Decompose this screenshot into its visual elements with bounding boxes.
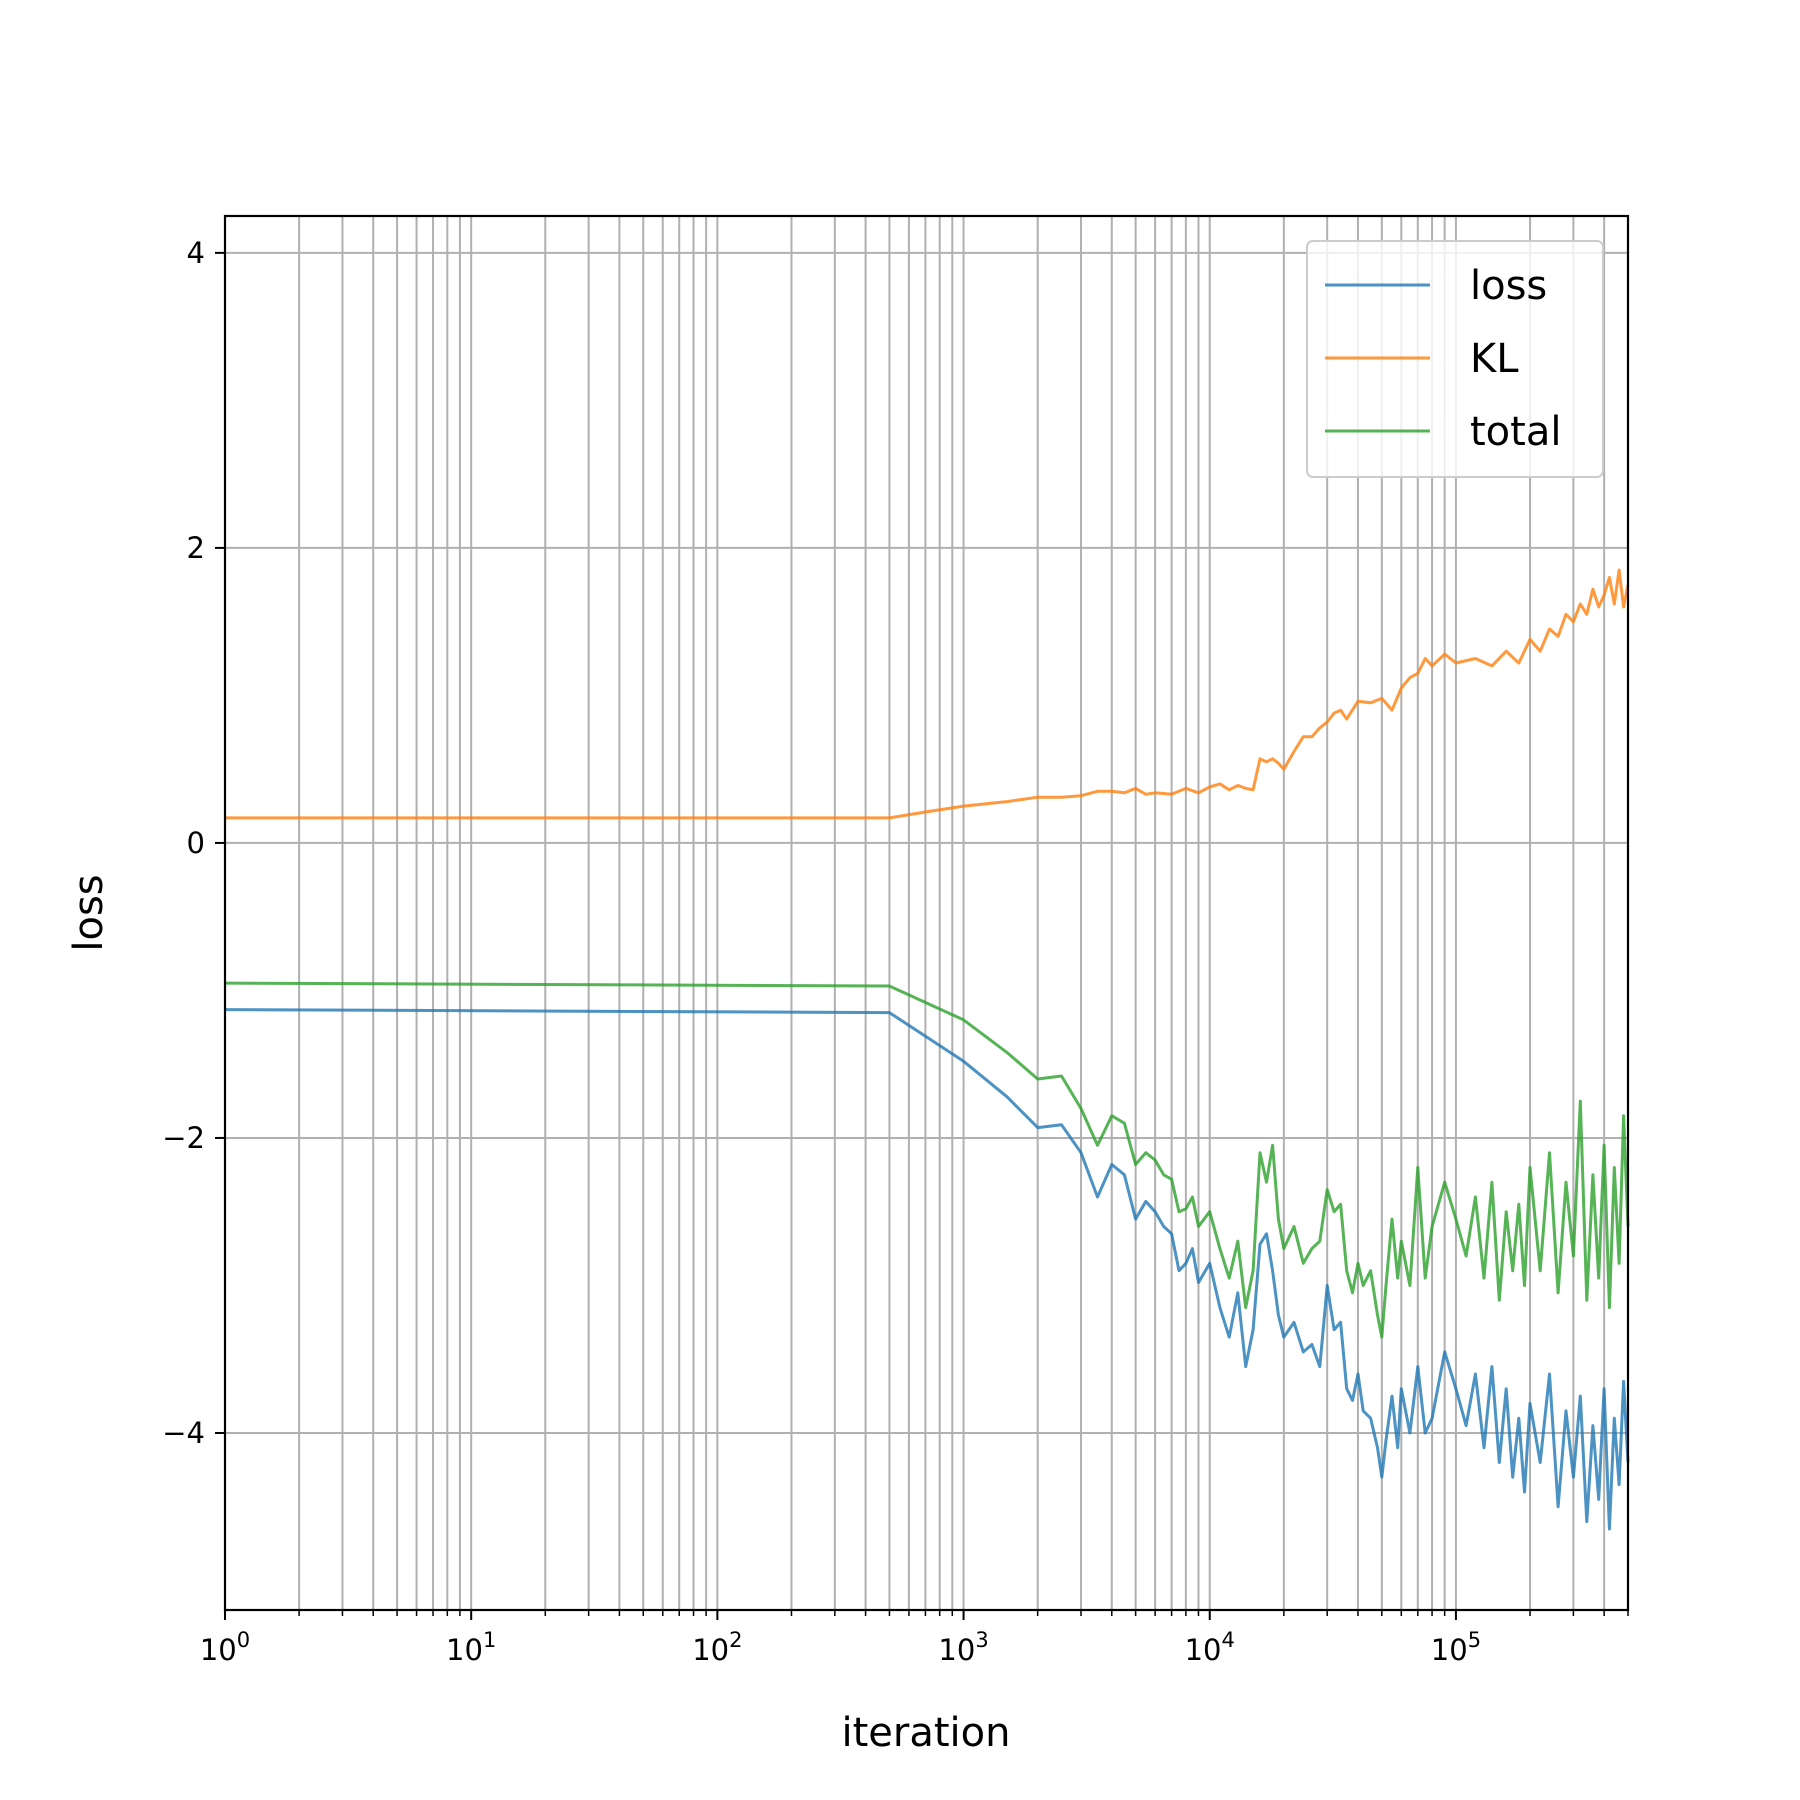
y-tick-label: −2 <box>162 1121 205 1155</box>
axis-ticks: −4 −2 0 2 4 100 101 102 103 104 105 <box>162 236 1629 1667</box>
legend-box <box>1306 240 1604 478</box>
x-tick-label: 104 <box>1185 1628 1235 1667</box>
x-tick-label: 101 <box>446 1628 496 1667</box>
x-tick-label: 100 <box>200 1628 250 1667</box>
series-line-kl <box>225 568 1630 820</box>
x-tick-label: 102 <box>692 1628 742 1667</box>
grid <box>224 216 1629 1610</box>
y-tick-label: 4 <box>187 236 205 270</box>
plot-frame <box>223 214 1630 1612</box>
legend-label-total: total <box>1470 409 1561 455</box>
x-tick-label: 103 <box>938 1628 988 1667</box>
series-line-total <box>224 981 1630 1339</box>
series-lines <box>224 568 1630 1531</box>
legend-label-loss: loss <box>1470 263 1547 309</box>
y-tick-label: 2 <box>187 531 205 565</box>
x-axis-title: iteration <box>842 1710 1011 1756</box>
series-line-loss <box>224 1008 1630 1531</box>
y-axis-title: loss <box>66 874 112 951</box>
y-tick-label: −4 <box>162 1416 205 1450</box>
x-tick-label: 105 <box>1431 1628 1481 1667</box>
y-tick-label: 0 <box>187 826 205 860</box>
legend: loss KL total <box>1306 240 1604 478</box>
legend-label-kl: KL <box>1470 336 1519 382</box>
